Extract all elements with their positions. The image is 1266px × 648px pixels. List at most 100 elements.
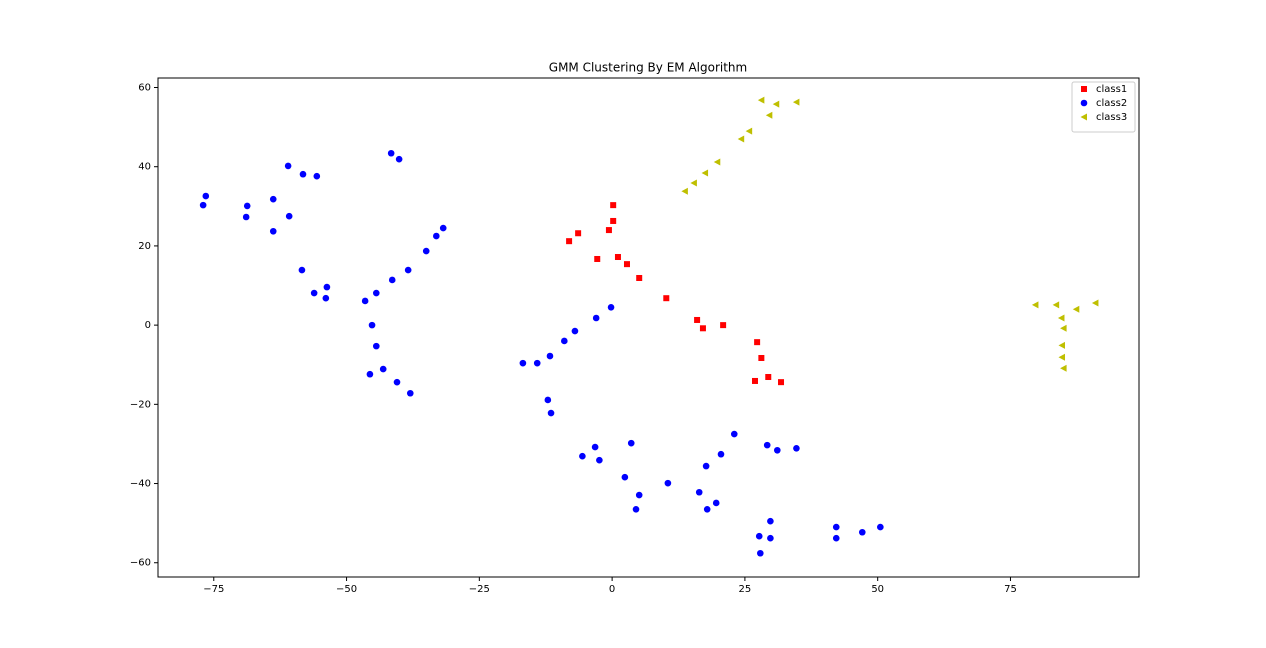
y-tick-label: 20 xyxy=(138,241,151,252)
point xyxy=(773,446,781,454)
point xyxy=(720,322,727,329)
point xyxy=(546,352,554,360)
point xyxy=(695,488,703,496)
point xyxy=(199,201,207,209)
point xyxy=(754,339,761,346)
point xyxy=(614,254,621,261)
point xyxy=(1057,314,1065,322)
legend-marker xyxy=(1081,86,1087,92)
y-tick-label: 60 xyxy=(138,83,151,94)
point xyxy=(663,295,670,302)
point xyxy=(610,202,617,209)
point xyxy=(561,337,568,345)
point xyxy=(832,534,840,542)
point xyxy=(621,473,629,481)
point xyxy=(519,359,527,367)
point xyxy=(793,444,800,452)
x-tick-label: 50 xyxy=(871,584,884,595)
point xyxy=(751,377,758,384)
point xyxy=(323,283,331,291)
point xyxy=(681,187,688,195)
legend-label: class1 xyxy=(1096,84,1127,95)
legend-box xyxy=(1071,81,1136,133)
point xyxy=(1060,364,1067,372)
point xyxy=(767,517,774,525)
chart-title: GMM Clustering By EM Algorithm xyxy=(549,61,747,75)
point xyxy=(433,232,440,240)
point xyxy=(575,230,582,237)
legend-marker xyxy=(1080,113,1087,121)
point xyxy=(832,523,840,531)
point xyxy=(737,135,745,143)
point xyxy=(635,491,643,499)
point xyxy=(368,321,376,329)
point xyxy=(284,162,292,170)
x-tick-label: −25 xyxy=(469,584,490,595)
point xyxy=(404,266,412,274)
point xyxy=(623,261,630,268)
point xyxy=(712,499,720,507)
point xyxy=(694,316,701,323)
x-tick-label: 0 xyxy=(609,584,615,595)
point xyxy=(594,255,601,262)
point xyxy=(610,217,617,224)
point xyxy=(439,224,447,232)
point xyxy=(571,327,579,335)
point xyxy=(730,430,738,438)
point xyxy=(1058,341,1065,349)
point xyxy=(422,247,430,255)
x-tick-label: 25 xyxy=(739,584,752,595)
point xyxy=(372,342,380,350)
point xyxy=(566,238,573,245)
point xyxy=(242,213,250,221)
point xyxy=(778,379,785,386)
point xyxy=(591,443,599,451)
point xyxy=(1031,301,1039,309)
point xyxy=(322,294,330,302)
point xyxy=(699,325,706,332)
point xyxy=(703,505,711,513)
point xyxy=(285,212,293,220)
point xyxy=(765,374,772,381)
point xyxy=(758,354,765,361)
point xyxy=(1058,353,1065,361)
y-tick-label: −60 xyxy=(130,558,151,569)
point xyxy=(579,452,586,460)
point xyxy=(299,170,307,178)
point xyxy=(243,202,251,210)
point xyxy=(388,276,396,284)
point xyxy=(792,98,800,106)
y-tick-label: −20 xyxy=(130,399,151,410)
point xyxy=(269,195,277,203)
point xyxy=(310,289,318,297)
plot-frame xyxy=(157,77,1140,578)
point xyxy=(713,158,721,166)
point xyxy=(298,266,306,274)
point xyxy=(858,528,866,536)
point xyxy=(772,100,780,108)
x-tick-label: −50 xyxy=(336,584,357,595)
point xyxy=(1052,301,1060,309)
point xyxy=(664,479,672,487)
point xyxy=(387,149,395,157)
point xyxy=(544,396,552,404)
point xyxy=(361,297,369,305)
point xyxy=(393,378,401,386)
point xyxy=(202,192,210,200)
point xyxy=(605,227,612,234)
point xyxy=(533,359,541,367)
point xyxy=(1072,305,1080,313)
point xyxy=(636,274,643,281)
point xyxy=(757,96,765,104)
point xyxy=(877,523,884,531)
legend-marker xyxy=(1080,99,1088,107)
point xyxy=(763,441,771,449)
point xyxy=(269,227,277,235)
point xyxy=(767,534,774,542)
point xyxy=(702,462,710,470)
point xyxy=(690,179,697,187)
point xyxy=(757,549,764,557)
point xyxy=(547,409,555,417)
point xyxy=(632,505,640,513)
point xyxy=(1091,299,1099,307)
